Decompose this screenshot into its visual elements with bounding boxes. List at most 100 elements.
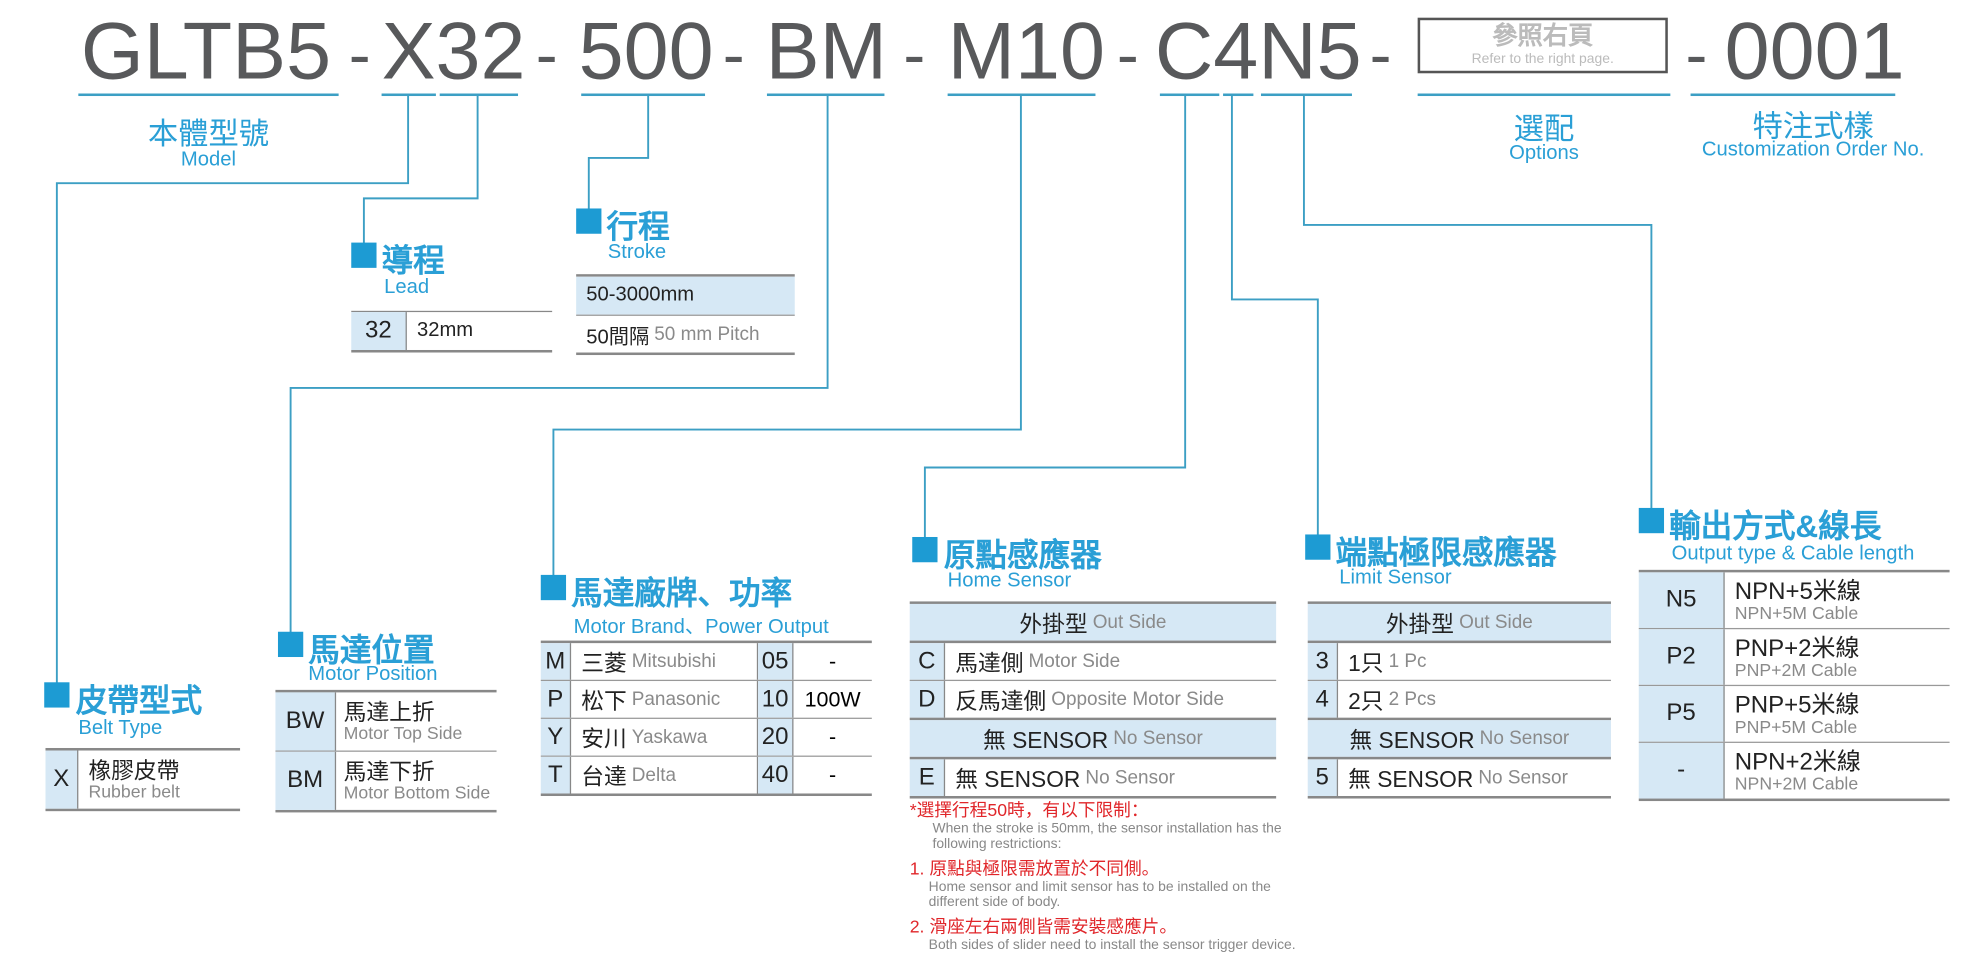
option-code: 3 <box>1307 643 1339 680</box>
underline <box>1223 93 1254 97</box>
underline <box>1690 93 1896 97</box>
option-code: D <box>909 681 946 718</box>
brand-zh: 松下 <box>581 687 627 714</box>
motor-brand-title: 馬達廠牌、功率 <box>571 576 793 612</box>
brand-code: P <box>540 681 572 718</box>
output-table: N5 NPN+5米線 NPN+5M Cable P2 PNP+2米線 PNP+2M … <box>1638 569 1950 802</box>
option-code: BW <box>275 692 337 751</box>
belt-sub: Belt Type <box>78 717 163 740</box>
option-code: C <box>909 643 946 680</box>
code-model: GLTB5 <box>80 5 332 97</box>
motor-position-sub: Motor Position <box>308 663 438 685</box>
section-marker <box>540 574 567 601</box>
option-zh: 馬達上折 <box>343 699 435 726</box>
home-sensor-title: 原點感應器 <box>943 538 1102 574</box>
brand-en: Panasonic <box>631 688 721 711</box>
table-row: 50間隔 50 mm Pitch <box>576 314 795 353</box>
header-zh: 無 SENSOR <box>983 727 1109 753</box>
limit-sensor-sub: Limit Sensor <box>1339 567 1452 589</box>
code-motor-brand: M10 <box>947 5 1105 97</box>
option-zh: 橡膠皮帶 <box>88 758 180 784</box>
stroke-pitch-en: 50 mm Pitch <box>654 323 760 345</box>
table-row: BM 馬達下折 Motor Bottom Side <box>275 750 497 810</box>
connector-motor-position <box>289 96 829 635</box>
motor-brand-table: M 三菱 Mitsubishi 05 - P 松下 Panasonic 10 100… <box>540 640 872 797</box>
connector-stroke <box>587 96 650 212</box>
note-1: 1. 原點與極限需放置於不同側。 <box>909 858 1160 879</box>
option-en: NPN+5M Cable <box>1734 602 1859 623</box>
code-separator: - <box>1369 18 1392 93</box>
brand-code: M <box>540 643 572 680</box>
underline <box>766 93 885 97</box>
header-zh: 外掛型 <box>1385 610 1455 637</box>
option-en: Motor Bottom Side <box>343 782 491 803</box>
option-code: 5 <box>1307 759 1339 797</box>
motor-position-title: 馬達位置 <box>308 633 435 669</box>
code-separator: - <box>1685 18 1708 93</box>
code-motor-position: BM <box>765 5 887 97</box>
underline <box>381 93 436 97</box>
option-code: N5 <box>1638 572 1725 628</box>
table-header: 外掛型 Out Side <box>909 603 1277 641</box>
section-marker <box>44 682 70 708</box>
note-2-en: Both sides of slider need to install the… <box>928 937 1296 953</box>
table-row: E 無 SENSOR No Sensor <box>909 756 1277 797</box>
header-en: No Sensor <box>1113 727 1203 750</box>
table-row: BW 馬達上折 Motor Top Side <box>275 692 496 751</box>
table-row: 5 無 SENSOR No Sensor <box>1307 756 1611 797</box>
table-row: 50-3000mm <box>576 276 795 315</box>
brand-code: T <box>540 756 572 794</box>
power-code: 05 <box>758 643 794 680</box>
lead-table: 32 32mm <box>351 310 553 353</box>
option-code: 4 <box>1307 681 1339 718</box>
power-value: - <box>829 724 837 749</box>
option-code: E <box>909 759 946 797</box>
option-en: No Sensor <box>1085 766 1175 789</box>
section-marker <box>912 536 938 563</box>
brand-en: Mitsubishi <box>631 650 717 673</box>
section-marker <box>277 631 304 658</box>
connector-home-sensor <box>923 96 1187 540</box>
table-row: M 三菱 Mitsubishi 05 - <box>540 643 872 680</box>
connector-limit-sensor <box>1230 96 1319 537</box>
custom-label: 特注式樣 <box>1752 109 1874 145</box>
power-code: 10 <box>758 681 794 718</box>
header-zh: 無 SENSOR <box>1349 727 1475 753</box>
lead-sub: Lead <box>384 276 430 299</box>
code-custom: 0001 <box>1724 5 1905 97</box>
table-header: 外掛型 Out Side <box>1307 603 1611 641</box>
options-box-zh: 參照右頁 <box>1492 22 1594 51</box>
option-en: 2 Pcs <box>1388 688 1437 711</box>
brand-en: Delta <box>631 764 677 786</box>
option-code: BM <box>275 751 337 810</box>
model-label: 本體型號 <box>147 117 270 152</box>
model-label-en: Model <box>180 149 236 171</box>
underline <box>78 93 339 97</box>
note-2: 2. 滑座左右兩側皆需安裝感應片。 <box>909 916 1178 937</box>
restriction-notes: *選擇行程50時，有以下限制： When the stroke is 50mm,… <box>909 797 1296 953</box>
motor-position-table: BW 馬達上折 Motor Top Side BM 馬達下折 Motor Botto… <box>275 689 497 813</box>
brand-zh: 三菱 <box>581 650 627 676</box>
brand-zh: 台達 <box>581 763 627 790</box>
belt-table: X 橡膠皮帶 Rubber belt <box>45 747 241 812</box>
option-zh: 1只 <box>1348 650 1384 676</box>
motor-brand-sub: Motor Brand、Power Output <box>573 616 829 639</box>
home-sensor-table: 外掛型 Out Side C 馬達側 Motor Side D 反馬達側 Opposi… <box>909 601 1277 799</box>
connector-motor-brand <box>552 96 1022 578</box>
options-label-en: Options <box>1509 142 1579 165</box>
option-en: No Sensor <box>1478 766 1568 789</box>
connector-belt <box>55 96 410 689</box>
brand-zh: 安川 <box>581 725 627 752</box>
connector-lead <box>362 96 479 247</box>
table-row: 3 1只 1 Pc <box>1307 640 1611 680</box>
power-value: - <box>829 648 837 673</box>
underline <box>439 93 519 97</box>
note-1-en: Home sensor and limit sensor has to be i… <box>928 879 1271 910</box>
custom-label-en: Customization Order No. <box>1701 138 1925 161</box>
option-zh: NPN+5米線 <box>1734 578 1861 605</box>
note-heading-en: When the stroke is 50mm, the sensor inst… <box>932 821 1282 852</box>
home-sensor-sub: Home Sensor <box>947 569 1072 592</box>
table-row: Y 安川 Yaskawa 20 - <box>540 717 872 756</box>
brand-code: Y <box>540 718 572 756</box>
table-row: P2 PNP+2米線 PNP+2M Cable <box>1638 627 1950 685</box>
